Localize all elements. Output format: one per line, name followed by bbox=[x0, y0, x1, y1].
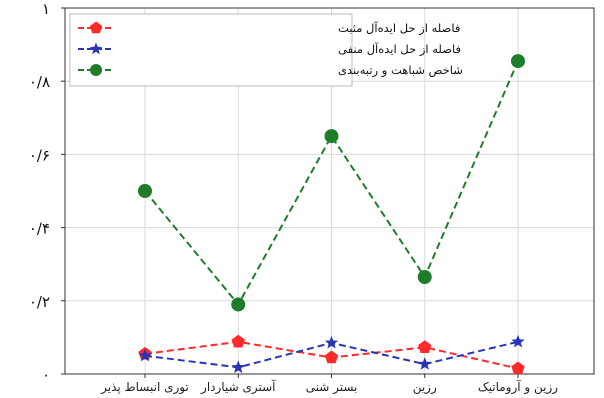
data-point-circle bbox=[90, 64, 102, 76]
data-point-pentagon bbox=[89, 21, 103, 34]
data-point-circle bbox=[417, 270, 432, 285]
y-tick-label: ۱ bbox=[42, 0, 50, 18]
data-point-pentagon bbox=[231, 334, 245, 348]
legend: فاصله از حل ایده‌آل مثبت فاصله از حل ایده… bbox=[69, 13, 463, 87]
data-point-circle bbox=[231, 297, 246, 312]
data-point-pentagon bbox=[324, 350, 339, 364]
data-point-star bbox=[231, 360, 245, 374]
axes: ۰ ۰/۲ ۰/۴ ۰/۶ ۰/۸ ۱ توری انبساط پذیر آستری شیار… bbox=[29, 0, 558, 395]
legend-box bbox=[69, 13, 353, 87]
legend-label: شاخص شباهت و رتبه‌بندی bbox=[338, 63, 463, 78]
x-tick-label: رزین bbox=[413, 380, 437, 395]
x-tick-label: آستری شیاردار bbox=[200, 379, 276, 395]
data-point-circle bbox=[324, 129, 339, 144]
legend-label: فاصله از حل ایده‌آل منفی bbox=[338, 42, 461, 57]
series-group bbox=[138, 54, 525, 375]
y-tick-label: ۰ bbox=[42, 366, 50, 384]
data-point-pentagon bbox=[511, 361, 525, 375]
x-tick-label: بستر شنی bbox=[306, 380, 358, 395]
data-point-star bbox=[89, 42, 103, 55]
series-star bbox=[138, 334, 525, 374]
y-tick-label: ۰/۴ bbox=[29, 220, 50, 238]
y-tick-label: ۰/۸ bbox=[29, 73, 50, 91]
x-tick-label: رزین و آروماتیک bbox=[478, 379, 558, 395]
data-point-star bbox=[418, 357, 432, 370]
data-point-pentagon bbox=[418, 340, 432, 353]
plot-area bbox=[64, 7, 595, 375]
y-tick-label: ۰/۶ bbox=[29, 146, 50, 164]
y-tick-label: ۰/۲ bbox=[29, 293, 50, 311]
data-point-circle bbox=[138, 184, 152, 198]
data-point-star bbox=[511, 334, 525, 348]
x-tick-label: توری انبساط پذیر bbox=[100, 380, 189, 395]
series-line bbox=[144, 60, 519, 307]
series-circle bbox=[138, 54, 525, 312]
data-point-star bbox=[324, 335, 339, 349]
data-point-circle bbox=[511, 54, 525, 69]
legend-label: فاصله از حل ایده‌آل مثبت bbox=[338, 21, 460, 36]
data-point-star bbox=[138, 348, 152, 362]
